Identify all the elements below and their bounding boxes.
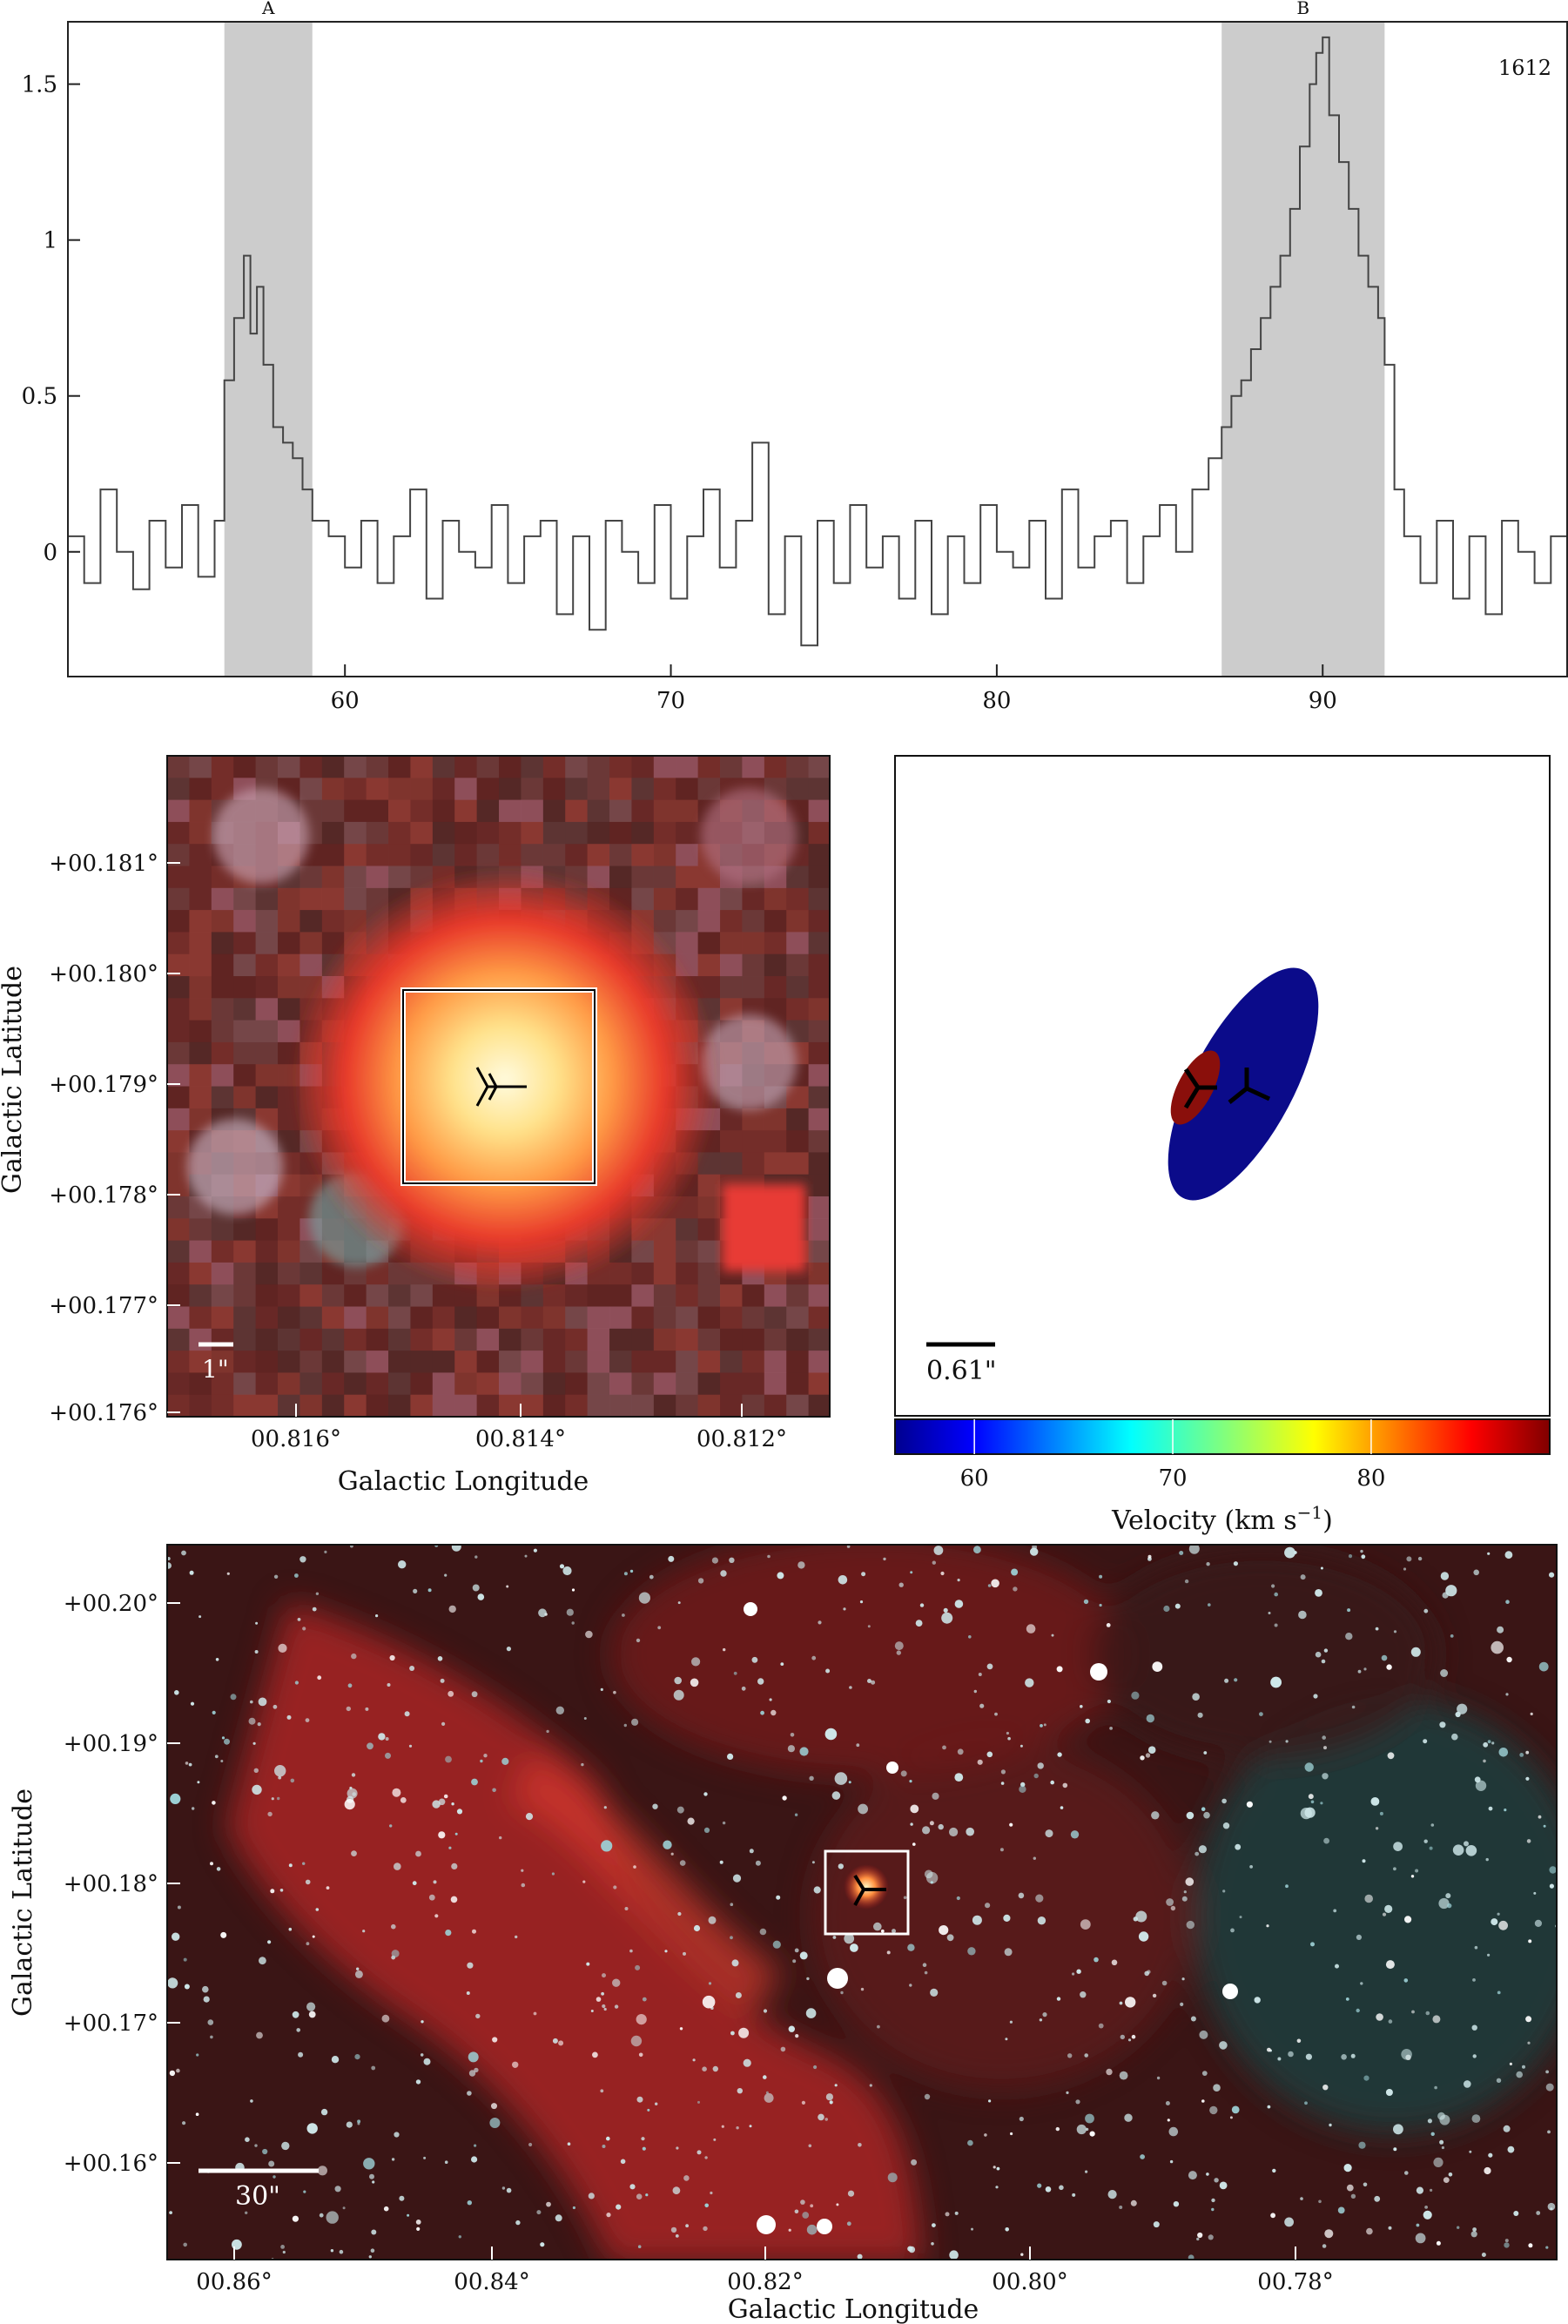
y-tick-label: +00.19° xyxy=(64,1731,158,1757)
y-tick-label: 1.5 xyxy=(22,72,57,98)
x-tick-label: 60 xyxy=(331,688,360,714)
wide-maser-marker-icon xyxy=(853,1874,886,1906)
y-tick-label: 0 xyxy=(43,540,57,566)
x-tick-label: 00.84° xyxy=(454,2269,529,2295)
colorbar-label: Velocity (km s−1) xyxy=(1111,1502,1333,1536)
zoom-image-panel: 1" 00.816° 00.814° 00.812° +00.181° +00.180°… xyxy=(0,755,831,1497)
zoom-ylabel: Galactic Latitude xyxy=(0,966,28,1194)
y-tick-label: +00.16° xyxy=(64,2151,158,2177)
highlight-region-A xyxy=(224,22,313,677)
region-label-B: B xyxy=(1296,0,1309,18)
colorbar-ticks: 60 70 80 xyxy=(960,1419,1385,1492)
x-tick-label: 70 xyxy=(656,688,685,714)
zoom-frame xyxy=(166,755,831,1418)
y-tick-label: +00.17° xyxy=(64,2011,158,2037)
colorbar-tick-label: 60 xyxy=(960,1465,989,1492)
maser-marker-icon-blue xyxy=(1228,1068,1271,1104)
svg-text:0.61": 0.61" xyxy=(926,1356,997,1386)
y-tick-label: +00.179° xyxy=(49,1072,158,1098)
maser-marker-icon-red xyxy=(1183,1068,1217,1109)
wide-field-image xyxy=(167,1545,1557,2260)
x-tick-label: 00.812° xyxy=(697,1426,787,1452)
y-tick-label: +00.18° xyxy=(64,1871,158,1897)
zoom-axis-ticks: 00.816° 00.814° 00.812° +00.181° +00.180° +00… xyxy=(49,851,787,1452)
maser-ellipse-panel: 0.61" 60 70 80 Velocity (km s−1) xyxy=(894,755,1551,1536)
colorbar-tick-label: 80 xyxy=(1356,1465,1385,1492)
region-label-A: A xyxy=(261,0,275,18)
spectrum-annotation: 1612 xyxy=(1498,56,1551,80)
zoom-scalebar: 1" xyxy=(199,1342,233,1384)
x-tick-label: 00.814° xyxy=(475,1426,566,1452)
colorbar xyxy=(894,1418,1551,1455)
wide-zoom-box xyxy=(824,1849,910,1936)
spectrum-axis-ticks: 60 70 80 90 0 0.5 1 1.5 xyxy=(22,72,1337,714)
maser-marker-icon xyxy=(475,1067,527,1107)
x-tick-label: 00.82° xyxy=(727,2269,803,2295)
y-tick-label: +00.177° xyxy=(49,1293,158,1319)
x-tick-label: 80 xyxy=(982,688,1011,714)
wide-frame xyxy=(166,1544,1558,2260)
x-tick-label: 00.80° xyxy=(992,2269,1067,2295)
y-tick-label: +00.176° xyxy=(49,1400,158,1426)
colorbar-tick-label: 70 xyxy=(1158,1465,1187,1492)
y-tick-label: +00.20° xyxy=(64,1591,158,1617)
y-tick-label: +00.181° xyxy=(49,851,158,877)
wide-xlabel: Galactic Longitude xyxy=(728,2294,979,2324)
spectrum-frame xyxy=(67,21,1568,677)
x-tick-label: 90 xyxy=(1309,688,1337,714)
svg-text:30": 30" xyxy=(235,2181,280,2212)
highlight-region-B xyxy=(1221,22,1385,677)
spectrum-line xyxy=(68,36,1568,647)
svg-text:1": 1" xyxy=(202,1355,229,1384)
wide-field-panel: 30" 00.86° 00.84° 00.82° 00.80° 00.78° +00.20… xyxy=(8,1544,1558,2324)
zoom-image xyxy=(167,756,830,1417)
maser-ellipse-blue xyxy=(1168,967,1319,1201)
wide-scalebar: 30" xyxy=(199,2168,319,2212)
y-tick-label: 1 xyxy=(43,228,57,254)
wide-axis-ticks: 00.86° 00.84° 00.82° 00.80° 00.78° +00.20° +00… xyxy=(64,1591,1334,2295)
x-tick-label: 00.78° xyxy=(1257,2269,1333,2295)
wide-ylabel: Galactic Latitude xyxy=(8,1788,38,2017)
y-tick-label: 0.5 xyxy=(22,384,57,410)
ellipse-scalebar: 0.61" xyxy=(926,1342,997,1386)
y-tick-label: +00.180° xyxy=(49,961,158,987)
x-tick-label: 00.816° xyxy=(251,1426,341,1452)
x-tick-label: 00.86° xyxy=(196,2269,272,2295)
zoom-xlabel: Galactic Longitude xyxy=(338,1466,589,1497)
y-tick-label: +00.178° xyxy=(49,1182,158,1209)
